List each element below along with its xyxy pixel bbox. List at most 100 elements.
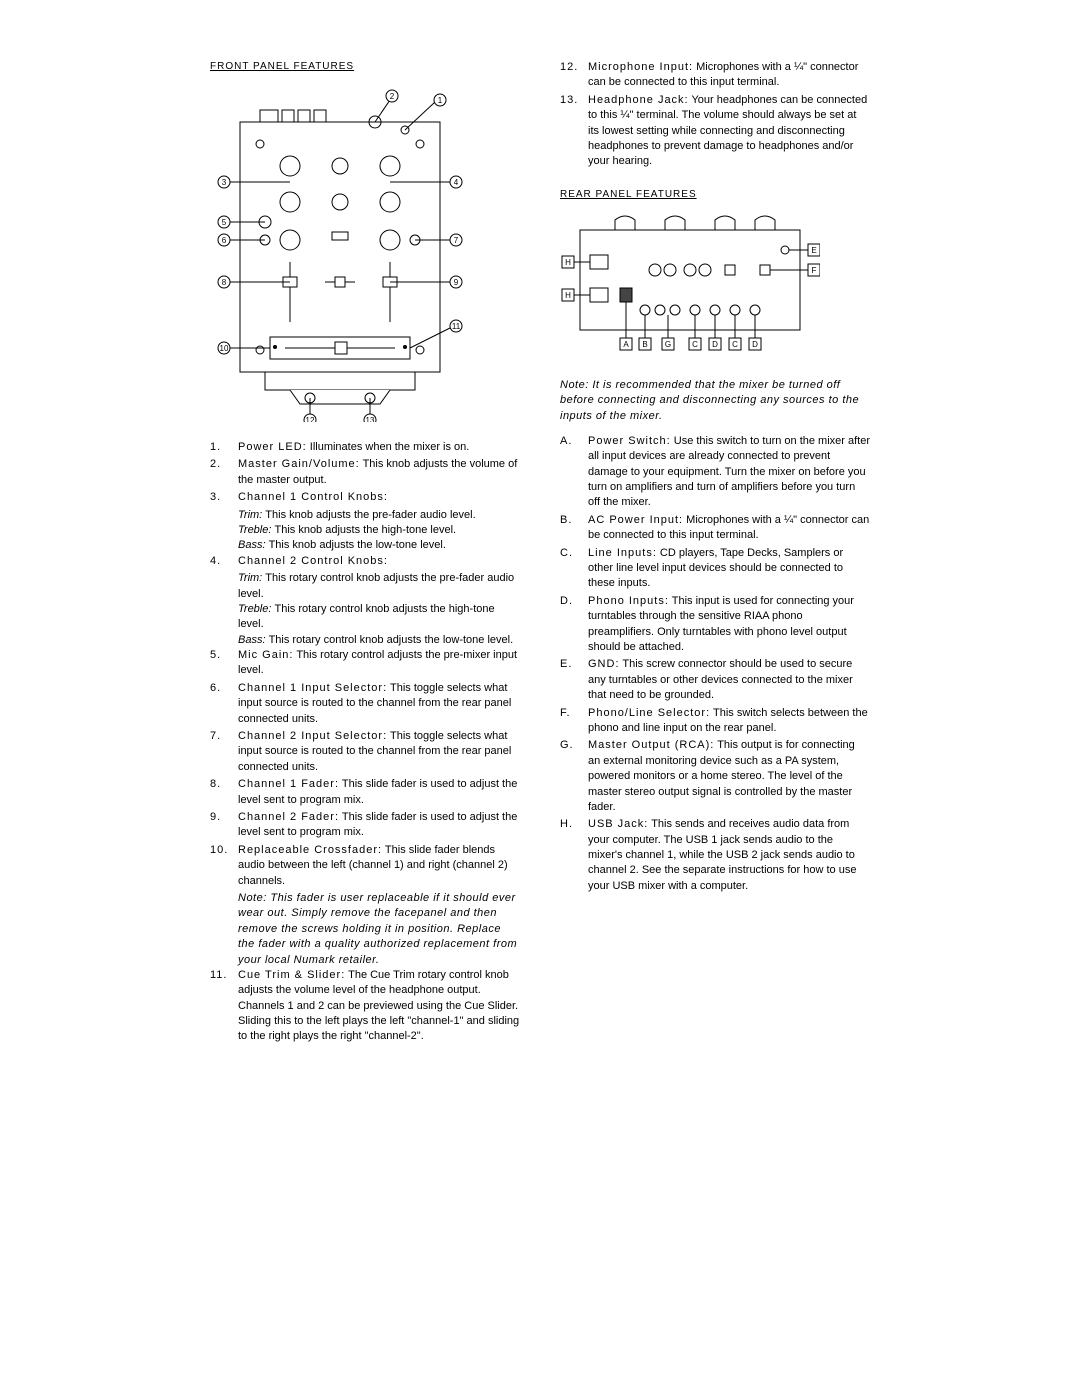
- front-panel-diagram: 1 2 3 4 5 6: [210, 82, 520, 422]
- sub-item: Bass: This knob adjusts the low-tone lev…: [238, 538, 520, 553]
- front-panel-title: FRONT PANEL FEATURES: [210, 60, 520, 74]
- item-text: Power Switch: Use this switch to turn on…: [588, 434, 870, 511]
- svg-text:A: A: [623, 340, 629, 349]
- item-number: 9.: [210, 810, 238, 841]
- list-item: 6.Channel 1 Input Selector: This toggle …: [210, 681, 520, 727]
- right-column: 12.Microphone Input: Microphones with a …: [560, 60, 870, 1047]
- item-text: Power LED: Illuminates when the mixer is…: [238, 440, 520, 455]
- item-number: 6.: [210, 681, 238, 727]
- list-item: E.GND: This screw connector should be us…: [560, 657, 870, 703]
- item-text: Cue Trim & Slider: The Cue Trim rotary c…: [238, 968, 520, 1045]
- list-item: 10.Replaceable Crossfader: This slide fa…: [210, 843, 520, 889]
- item-number: 7.: [210, 729, 238, 775]
- svg-text:H: H: [565, 291, 571, 300]
- left-column: FRONT PANEL FEATURES: [210, 60, 520, 1047]
- item-text: AC Power Input: Microphones with a ¼" co…: [588, 513, 870, 544]
- list-item: 8.Channel 1 Fader: This slide fader is u…: [210, 777, 520, 808]
- item-number: A.: [560, 434, 588, 511]
- sub-item: Bass: This rotary control knob adjusts t…: [238, 633, 520, 648]
- item-text: Headphone Jack: Your headphones can be c…: [588, 93, 870, 170]
- item-text: Phono/Line Selector: This switch selects…: [588, 706, 870, 737]
- item-text: Channel 2 Input Selector: This toggle se…: [238, 729, 520, 775]
- svg-text:E: E: [811, 246, 816, 255]
- sub-item: Trim: This rotary control knob adjusts t…: [238, 571, 520, 602]
- list-item: 1.Power LED: Illuminates when the mixer …: [210, 440, 520, 455]
- item-number: 12.: [560, 60, 588, 91]
- list-item: 7.Channel 2 Input Selector: This toggle …: [210, 729, 520, 775]
- list-item: G.Master Output (RCA): This output is fo…: [560, 738, 870, 815]
- list-item: 5.Mic Gain: This rotary control adjusts …: [210, 648, 520, 679]
- item-number: 10.: [210, 843, 238, 889]
- svg-text:2: 2: [390, 92, 395, 101]
- svg-text:11: 11: [452, 322, 461, 331]
- list-item: D.Phono Inputs: This input is used for c…: [560, 594, 870, 656]
- svg-text:H: H: [565, 258, 571, 267]
- svg-text:1: 1: [438, 96, 443, 105]
- svg-text:13: 13: [366, 416, 375, 422]
- sub-item: Treble: This rotary control knob adjusts…: [238, 602, 520, 633]
- item-number: 2.: [210, 457, 238, 488]
- item-text: Master Output (RCA): This output is for …: [588, 738, 870, 815]
- svg-text:D: D: [752, 340, 758, 349]
- svg-text:9: 9: [454, 278, 459, 287]
- sub-item: Treble: This knob adjusts the high-tone …: [238, 523, 520, 538]
- svg-text:B: B: [642, 340, 647, 349]
- rear-panel-title: REAR PANEL FEATURES: [560, 188, 870, 202]
- svg-text:8: 8: [222, 278, 227, 287]
- item-note: Note: This fader is user replaceable if …: [238, 891, 520, 968]
- list-item: 2.Master Gain/Volume: This knob adjusts …: [210, 457, 520, 488]
- item-text: GND: This screw connector should be used…: [588, 657, 870, 703]
- list-item: B.AC Power Input: Microphones with a ¼" …: [560, 513, 870, 544]
- item-text: Channel 2 Control Knobs:: [238, 554, 520, 569]
- svg-text:C: C: [692, 340, 698, 349]
- page-container: FRONT PANEL FEATURES: [210, 60, 870, 1047]
- svg-text:5: 5: [222, 218, 227, 227]
- item-number: F.: [560, 706, 588, 737]
- item-number: 8.: [210, 777, 238, 808]
- list-item: H.USB Jack: This sends and receives audi…: [560, 817, 870, 894]
- item-number: C.: [560, 546, 588, 592]
- item-text: Channel 1 Control Knobs:: [238, 490, 520, 505]
- list-item: 4.Channel 2 Control Knobs:: [210, 554, 520, 569]
- item-text: Microphone Input: Microphones with a ¼" …: [588, 60, 870, 91]
- item-number: 11.: [210, 968, 238, 1045]
- item-text: Phono Inputs: This input is used for con…: [588, 594, 870, 656]
- svg-text:3: 3: [222, 178, 227, 187]
- svg-text:F: F: [812, 266, 817, 275]
- svg-text:C: C: [732, 340, 738, 349]
- front-panel-list-cont: 12.Microphone Input: Microphones with a …: [560, 60, 870, 170]
- item-text: USB Jack: This sends and receives audio …: [588, 817, 870, 894]
- item-text: Replaceable Crossfader: This slide fader…: [238, 843, 520, 889]
- rear-panel-note: Note: It is recommended that the mixer b…: [560, 378, 870, 424]
- item-number: H.: [560, 817, 588, 894]
- item-number: 1.: [210, 440, 238, 455]
- item-number: B.: [560, 513, 588, 544]
- list-item: A.Power Switch: Use this switch to turn …: [560, 434, 870, 511]
- list-item: 3.Channel 1 Control Knobs:: [210, 490, 520, 505]
- svg-text:G: G: [665, 340, 671, 349]
- list-item: 9.Channel 2 Fader: This slide fader is u…: [210, 810, 520, 841]
- list-item: F.Phono/Line Selector: This switch selec…: [560, 706, 870, 737]
- svg-text:10: 10: [220, 344, 229, 353]
- item-number: D.: [560, 594, 588, 656]
- item-number: E.: [560, 657, 588, 703]
- item-number: 4.: [210, 554, 238, 569]
- item-number: 13.: [560, 93, 588, 170]
- item-number: 5.: [210, 648, 238, 679]
- list-item: 11.Cue Trim & Slider: The Cue Trim rotar…: [210, 968, 520, 1045]
- rear-panel-diagram: H H E F A B G C: [560, 210, 870, 360]
- item-text: Line Inputs: CD players, Tape Decks, Sam…: [588, 546, 870, 592]
- front-panel-list: 1.Power LED: Illuminates when the mixer …: [210, 440, 520, 1045]
- svg-text:12: 12: [306, 416, 315, 422]
- item-text: Channel 1 Input Selector: This toggle se…: [238, 681, 520, 727]
- list-item: 12.Microphone Input: Microphones with a …: [560, 60, 870, 91]
- list-item: 13.Headphone Jack: Your headphones can b…: [560, 93, 870, 170]
- svg-text:7: 7: [454, 236, 459, 245]
- item-number: 3.: [210, 490, 238, 505]
- list-item: C.Line Inputs: CD players, Tape Decks, S…: [560, 546, 870, 592]
- item-text: Channel 1 Fader: This slide fader is use…: [238, 777, 520, 808]
- item-text: Mic Gain: This rotary control adjusts th…: [238, 648, 520, 679]
- item-text: Channel 2 Fader: This slide fader is use…: [238, 810, 520, 841]
- svg-text:6: 6: [222, 236, 227, 245]
- svg-text:4: 4: [454, 178, 459, 187]
